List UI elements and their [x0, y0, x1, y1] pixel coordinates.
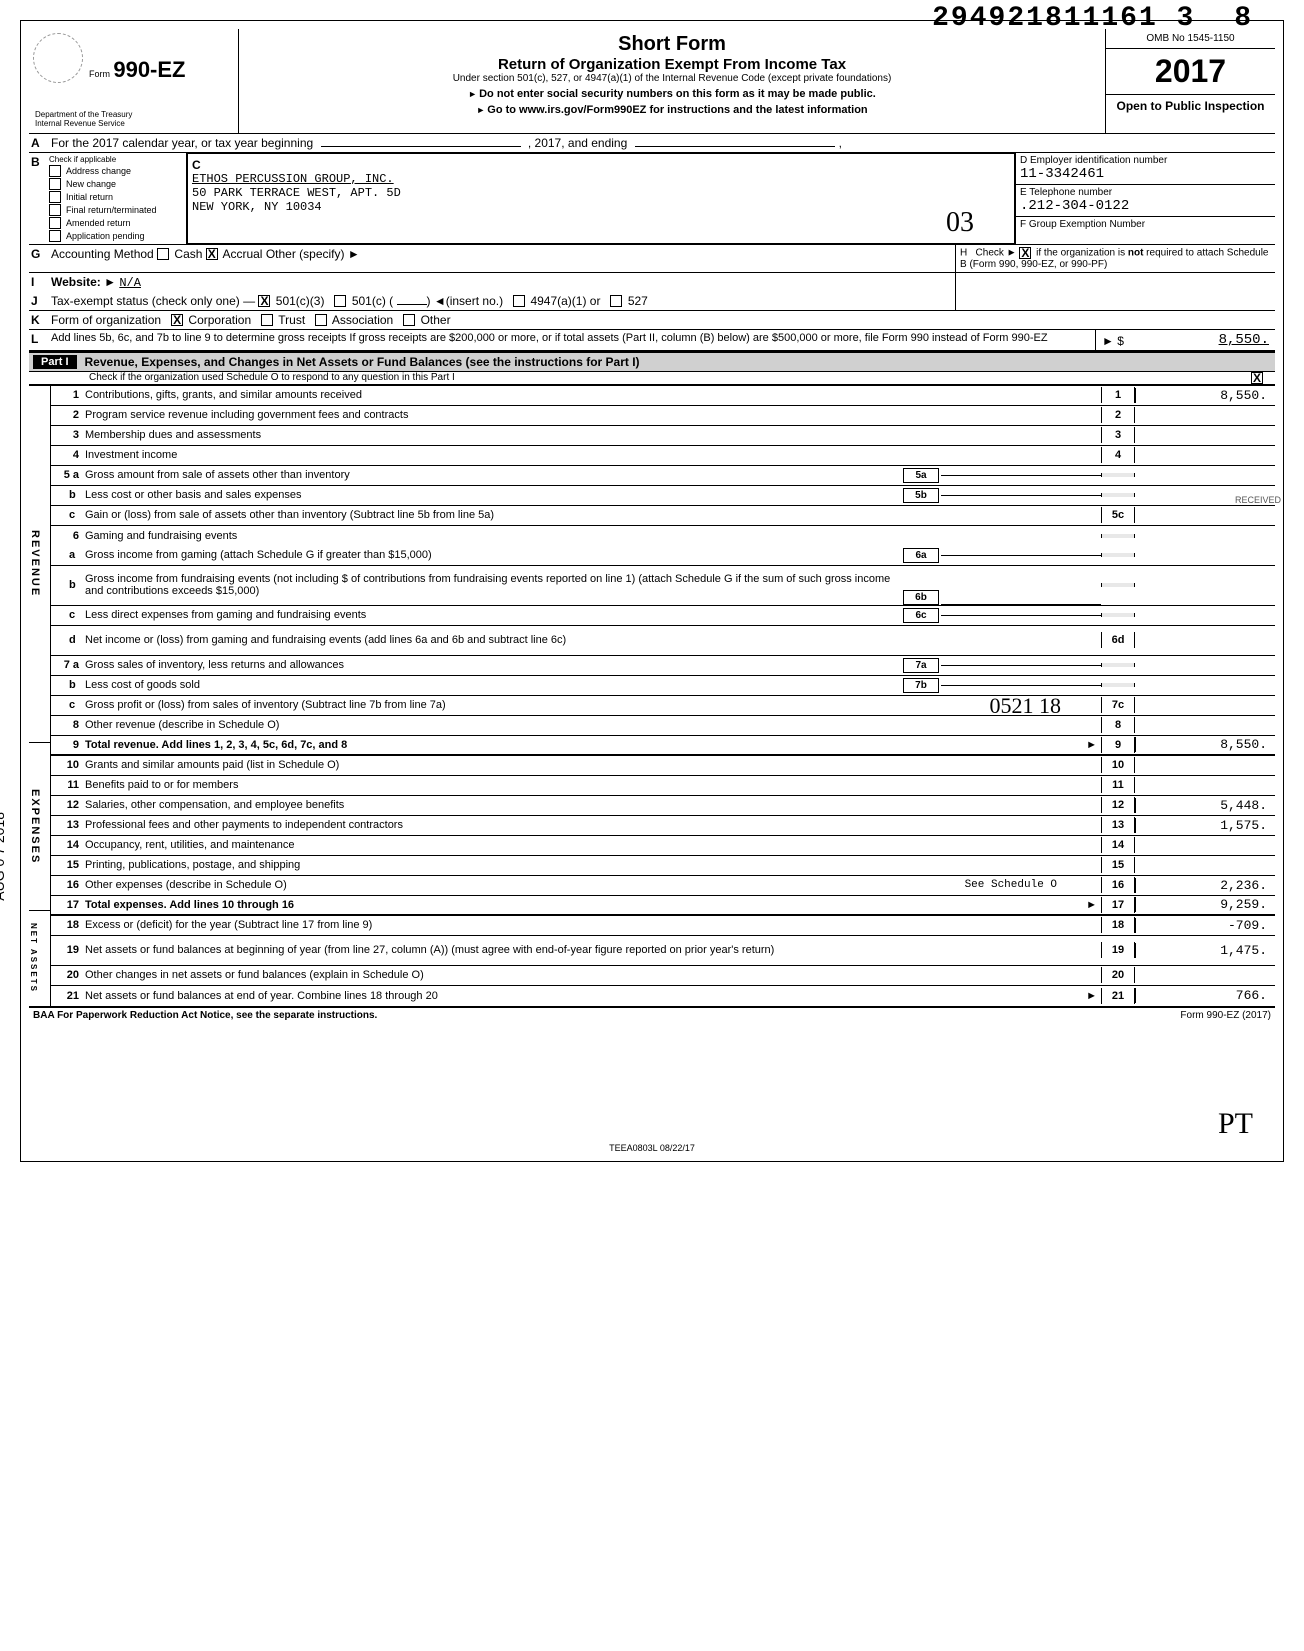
- line-7c: c Gross profit or (loss) from sales of i…: [51, 696, 1275, 716]
- line-20: 20Other changes in net assets or fund ba…: [51, 966, 1275, 986]
- line-5c: cGain or (loss) from sale of assets othe…: [51, 506, 1275, 526]
- line-gh: G Accounting Method Cash Accrual Other (…: [29, 245, 1275, 273]
- line-h: H Check ► if the organization is not req…: [955, 245, 1275, 272]
- cb-cash[interactable]: [157, 248, 169, 260]
- line-17: 17Total expenses. Add lines 10 through 1…: [51, 896, 1275, 916]
- line-a: A For the 2017 calendar year, or tax yea…: [29, 134, 1275, 153]
- aug-date-stamp: AUG 0 7 2018: [0, 812, 7, 901]
- cb-initial-return[interactable]: Initial return: [49, 191, 184, 203]
- seal-placeholder: [33, 33, 83, 83]
- revenue-label: REVENUE: [29, 386, 51, 743]
- block-bcdef: B Check if applicable Address change New…: [29, 153, 1275, 245]
- title-main: Short Form: [245, 33, 1099, 56]
- line-j: J Tax-exempt status (check only one) — 5…: [29, 292, 1275, 311]
- title-under: Under section 501(c), 527, or 4947(a)(1)…: [245, 73, 1099, 84]
- line-15: 15Printing, publications, postage, and s…: [51, 856, 1275, 876]
- cb-address-change[interactable]: Address change: [49, 165, 184, 177]
- cb-527[interactable]: [610, 295, 622, 307]
- line-6: 6Gaming and fundraising events: [51, 526, 1275, 546]
- cb-501c3[interactable]: [258, 295, 270, 307]
- line-l: L Add lines 5b, 6c, and 7b to line 9 to …: [29, 330, 1275, 351]
- goto-note: Go to www.irs.gov/Form990EZ for instruct…: [245, 104, 1099, 116]
- cb-final-return[interactable]: Final return/terminated: [49, 204, 184, 216]
- received-stamp: RECEIVED: [1235, 495, 1281, 505]
- expenses-label: EXPENSES: [29, 742, 51, 909]
- line-l-val: 8,550.: [1219, 332, 1269, 348]
- title-sub: Return of Organization Exempt From Incom…: [245, 56, 1099, 73]
- cb-trust[interactable]: [261, 314, 273, 326]
- part1-sub: Check if the organization used Schedule …: [29, 372, 1275, 385]
- line-7a: 7 aGross sales of inventory, less return…: [51, 656, 1275, 676]
- part1-header: Part I Revenue, Expenses, and Changes in…: [29, 351, 1275, 372]
- org-addr2: NEW YORK, NY 10034: [192, 200, 1010, 214]
- block-e: E Telephone number .212-304-0122: [1015, 185, 1275, 217]
- header-right: OMB No 1545-1150 2017 Open to Public Ins…: [1105, 29, 1275, 133]
- form-number: 990-EZ: [113, 57, 185, 82]
- line-i: I Website: ► N/A: [29, 273, 1275, 292]
- line-2: 2Program service revenue including gover…: [51, 406, 1275, 426]
- line-13: 13Professional fees and other payments t…: [51, 816, 1275, 836]
- cb-501c[interactable]: [334, 295, 346, 307]
- netassets-label: NET ASSETS: [29, 910, 51, 1006]
- line-12: 12Salaries, other compensation, and empl…: [51, 796, 1275, 816]
- line-19: 19Net assets or fund balances at beginni…: [51, 936, 1275, 966]
- line-11: 11Benefits paid to or for members 11: [51, 776, 1275, 796]
- main-table: REVENUE EXPENSES NET ASSETS 1Contributio…: [29, 385, 1275, 1006]
- tax-year: 2017: [1106, 49, 1275, 95]
- line-8: 8Other revenue (describe in Schedule O) …: [51, 716, 1275, 736]
- line-1: 1Contributions, gifts, grants, and simil…: [51, 386, 1275, 406]
- block-f: F Group Exemption Number 03: [1015, 217, 1275, 244]
- line-5a: 5 aGross amount from sale of assets othe…: [51, 466, 1275, 486]
- initials: PT: [1218, 1107, 1253, 1141]
- line-14: 14Occupancy, rent, utilities, and mainte…: [51, 836, 1275, 856]
- line-16: 16 Other expenses (describe in Schedule …: [51, 876, 1275, 896]
- header-left: Form 990-EZ Department of the Treasury I…: [29, 29, 239, 133]
- line-4: 4Investment income 4: [51, 446, 1275, 466]
- cb-amended-return[interactable]: Amended return: [49, 217, 184, 229]
- scanned-stamp: SCANNED: [0, 992, 2, 1081]
- handwritten-date: 0521 18: [990, 693, 1062, 719]
- footer-code: TEEA0803L 08/22/17: [29, 1143, 1275, 1153]
- cb-app-pending[interactable]: Application pending: [49, 230, 184, 242]
- ssn-note: Do not enter social security numbers on …: [245, 88, 1099, 100]
- handwritten-03: 03: [946, 207, 974, 239]
- checkbox-list-b: Check if applicable Address change New c…: [47, 153, 187, 244]
- cb-sched-o[interactable]: [1251, 372, 1263, 384]
- block-d: D Employer identification number 11-3342…: [1015, 153, 1275, 185]
- line-10: 10Grants and similar amounts paid (list …: [51, 756, 1275, 776]
- form-label: Form: [89, 69, 110, 79]
- stamp-number: 294921811161 3 8: [932, 3, 1253, 34]
- block-c: C ETHOS PERCUSSION GROUP, INC. 50 PARK T…: [187, 153, 1015, 244]
- form-page: 294921811161 3 8 Form 990-EZ Department …: [20, 20, 1284, 1162]
- line-k: K Form of organization Corporation Trust…: [29, 311, 1275, 330]
- line-6a: aGross income from gaming (attach Schedu…: [51, 546, 1275, 566]
- open-public: Open to Public Inspection: [1106, 95, 1275, 117]
- line-7b: bLess cost of goods sold 7b: [51, 676, 1275, 696]
- cb-4947[interactable]: [513, 295, 525, 307]
- dept-treasury: Department of the Treasury Internal Reve…: [35, 111, 232, 129]
- cb-name-change[interactable]: New change: [49, 178, 184, 190]
- cb-sched-b[interactable]: [1019, 247, 1031, 259]
- line-6c: cLess direct expenses from gaming and fu…: [51, 606, 1275, 626]
- org-addr1: 50 PARK TERRACE WEST, APT. 5D: [192, 186, 1010, 200]
- line-18: 18Excess or (deficit) for the year (Subt…: [51, 916, 1275, 936]
- form-header: Form 990-EZ Department of the Treasury I…: [29, 29, 1275, 134]
- org-name: ETHOS PERCUSSION GROUP, INC.: [192, 172, 1010, 186]
- line-9: 9Total revenue. Add lines 1, 2, 3, 4, 5c…: [51, 736, 1275, 756]
- line-6d: dNet income or (loss) from gaming and fu…: [51, 626, 1275, 656]
- header-center: Short Form Return of Organization Exempt…: [239, 29, 1105, 133]
- line-6b: bGross income from fundraising events (n…: [51, 566, 1275, 606]
- cb-other-org[interactable]: [403, 314, 415, 326]
- cb-assoc[interactable]: [315, 314, 327, 326]
- line-3: 3Membership dues and assessments 3: [51, 426, 1275, 446]
- cb-corp[interactable]: [171, 314, 183, 326]
- line-5b: bLess cost or other basis and sales expe…: [51, 486, 1275, 506]
- cb-accrual[interactable]: [206, 248, 218, 260]
- line-21: 21Net assets or fund balances at end of …: [51, 986, 1275, 1006]
- footer: BAA For Paperwork Reduction Act Notice, …: [29, 1006, 1275, 1023]
